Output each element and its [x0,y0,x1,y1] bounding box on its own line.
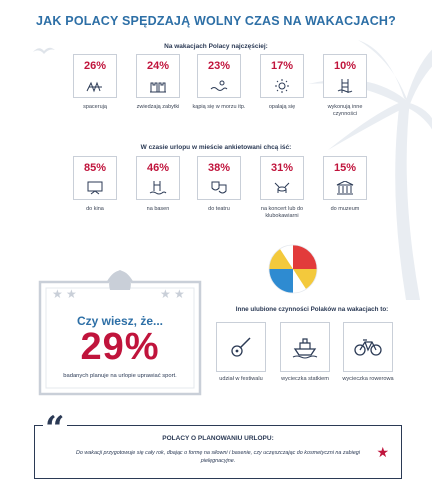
other-activity-caption: wycieczka statkiem [281,376,329,382]
stat-caption: do muzeum [330,206,360,212]
stat-percent: 26% [83,60,107,72]
ladder-icon [337,79,353,93]
stat-caption: wykonują inne czynności [327,104,363,118]
stat-card: 10% wykonują inne czynności [315,54,375,119]
drums-icon [274,182,290,193]
pool-icon [149,181,167,195]
stat-caption: kąpią się w morzu itp. [192,104,246,110]
stat-percent: 10% [333,60,357,72]
stat-caption: opalają się [268,104,296,110]
stat-card: 17% opalają się [252,54,312,111]
stat-percent: 17% [270,60,294,72]
stat-caption: zwiedzają zabytki [136,104,180,110]
star-icon: ★ [160,287,171,301]
cinema-icon [87,181,103,195]
stat-caption: spacerują [83,104,107,110]
did-you-know-value: 29% [80,326,160,368]
bicycle-icon [354,339,382,356]
shell-frame: ★ ★ ★ ★ [38,270,202,396]
star-icon: ★ [66,287,77,301]
star-icon: ★ [376,444,389,460]
stat-caption: na koncert lub do klubokawiarni [260,206,304,220]
stat-card: 46% na basen [128,156,188,213]
stat-card: 15% do muzeum [315,156,375,213]
guitar-icon [231,337,251,357]
other-activity-card: udział w festiwalu [213,322,269,383]
star-icon: ★ [174,287,185,301]
other-activity-card: wycieczka statkiem [277,322,333,383]
swimming-icon [210,80,228,91]
sun-icon [275,79,289,93]
stat-caption: do teatru [208,206,230,212]
stat-percent: 24% [146,60,170,72]
stat-card: 38% do teatru [189,156,249,213]
stat-percent: 15% [333,162,357,174]
section-label-most-often: Na wakacjach Polacy najczęściej: [164,43,268,50]
stats-row-city: 85% do kina 46% na basen 38% do teatru 3… [0,156,432,246]
theatre-masks-icon [211,181,227,194]
museum-icon [336,181,354,195]
stat-percent: 23% [207,60,231,72]
stat-percent: 85% [83,162,107,174]
stat-card: 24% zwiedzają zabytki [128,54,188,111]
beach-ball-icon [268,244,318,294]
walking-icon [86,81,102,93]
stat-card: 31% na koncert lub do klubokawiarni [252,156,312,221]
stat-percent: 31% [270,162,294,174]
did-you-know-text: badanych planuje na urlopie uprawiać spo… [63,373,177,379]
stat-percent: 38% [207,162,231,174]
ship-icon [292,338,318,359]
other-activities-label: Inne ulubione czynności Polaków na wakac… [235,306,389,313]
stat-card: 26% spacerują [65,54,125,111]
stat-caption: do kina [86,206,104,212]
stat-card: 23% kąpią się w morzu itp. [189,54,249,111]
stats-row-most-often: 26% spacerują 24% zwiedzają zabytki 23% … [0,54,432,144]
planning-box: “ POLACY O PLANOWANIU URLOPU: Do wakacji… [34,412,402,479]
planning-title: POLACY O PLANOWANIU URLOPU: [162,435,274,442]
other-activity-caption: wycieczka rowerowa [342,376,394,382]
stat-percent: 46% [146,162,170,174]
seagull-icon [33,47,55,54]
star-icon: ★ [52,287,63,301]
other-activity-caption: udział w festiwalu [219,376,263,382]
planning-text: Do wakacji przygotowuje się cały rok, db… [75,450,361,465]
palm-tree-decoration [308,40,432,300]
other-activity-card: wycieczka rowerowa [340,322,396,383]
did-you-know-title: Czy wiesz, że... [76,314,164,328]
stat-card: 85% do kina [65,156,125,213]
page-title: JAK POLACY SPĘDZAJĄ WOLNY CZAS NA WAKACJ… [36,14,396,28]
quote-icon: “ [43,409,67,449]
castle-icon [150,82,166,93]
stat-caption: na basen [146,206,170,212]
section-label-city: W czasie urlopu w mieście ankietowani ch… [140,144,292,151]
did-you-know-box: ★ ★ ★ ★ Czy wiesz, że... 29% badanych pl… [36,268,204,398]
